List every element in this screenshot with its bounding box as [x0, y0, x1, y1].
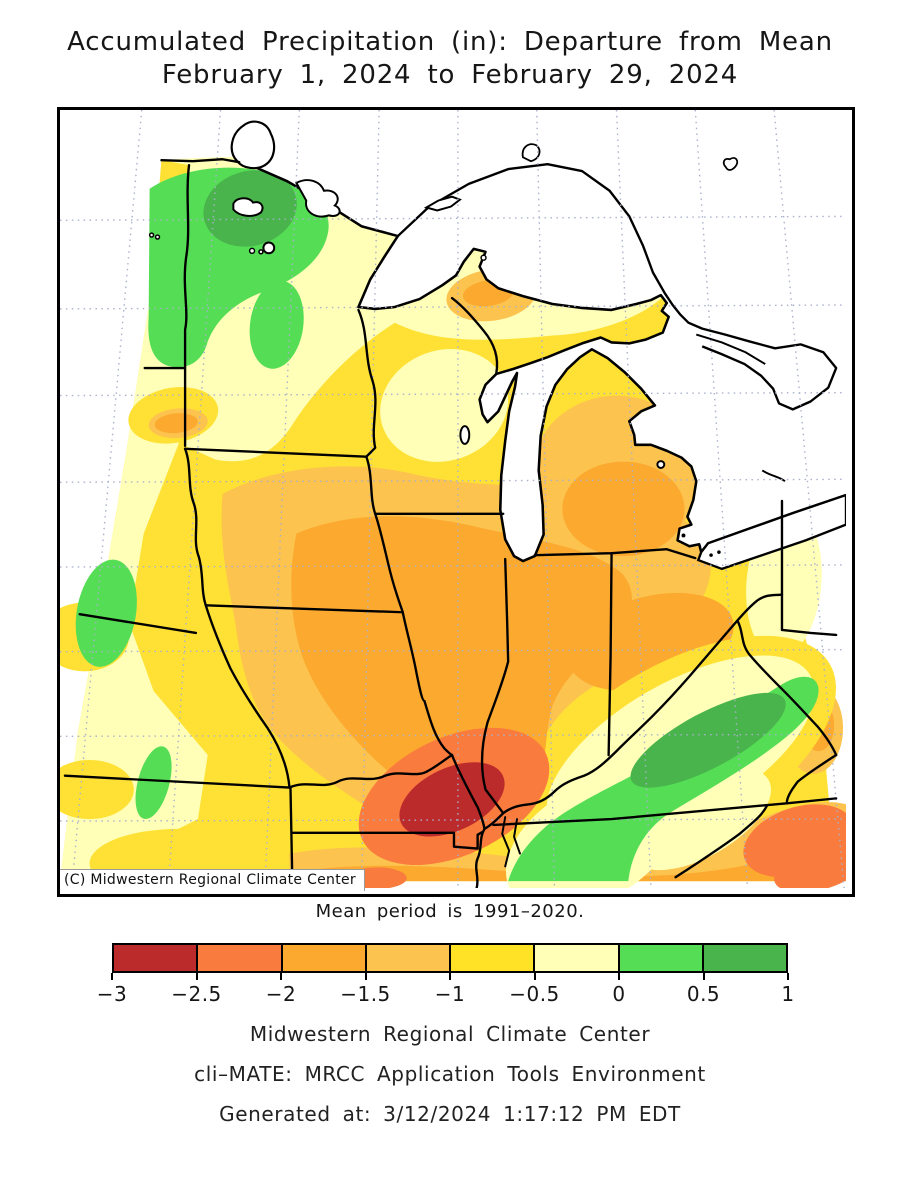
colorbar-tick — [111, 973, 113, 980]
title-line-2: February 1, 2024 to February 29, 2024 — [161, 60, 739, 90]
colorbar-tick-label: −0.5 — [509, 982, 560, 1006]
colorbar-tick — [702, 973, 705, 980]
copyright-badge: (C) Midwestern Regional Climate Center — [60, 869, 365, 891]
colorbar-tick-label: −3 — [96, 982, 128, 1006]
colorbar-segment-5 — [533, 945, 618, 971]
colorbar-segment-1 — [196, 945, 281, 971]
colorbar-tick-label: 0 — [612, 982, 626, 1006]
colorbar-segment-3 — [364, 945, 449, 971]
colorbar-ticks — [111, 973, 789, 981]
colorbar-tick-label: 0.5 — [686, 982, 721, 1006]
title-line-1: Accumulated Precipitation (in): Departur… — [67, 27, 833, 57]
colorbar-tick-label: −1.5 — [340, 982, 391, 1006]
colorbar-tick — [533, 973, 536, 980]
colorbar-tick — [280, 973, 282, 980]
colorbar-segment-4 — [449, 945, 534, 971]
colorbar-segment-7 — [701, 945, 786, 971]
colorbar-tick — [618, 973, 620, 980]
map-frame: (C) Midwestern Regional Climate Center — [57, 107, 855, 897]
colorbar-segment-6 — [617, 945, 702, 971]
colorbar — [112, 943, 788, 973]
footer: Midwestern Regional Climate Center cli–M… — [0, 1022, 900, 1142]
colorbar-tick-label: −2 — [265, 982, 297, 1006]
colorbar-segment-2 — [280, 945, 365, 971]
colorbar-segment-0 — [114, 945, 197, 971]
precipitation-map — [60, 110, 846, 888]
colorbar-tick-label: −2.5 — [171, 982, 222, 1006]
colorbar-tick — [787, 973, 789, 980]
colorbar-tick-label: −1 — [434, 982, 466, 1006]
colorbar-tick-label: 1 — [781, 982, 795, 1006]
water-and-canada — [148, 110, 846, 571]
colorbar-tick — [364, 973, 367, 980]
mean-period-caption: Mean period is 1991–2020. — [315, 901, 585, 922]
state-borders — [63, 158, 838, 888]
colorbar-tick — [195, 973, 198, 980]
footer-org: Midwestern Regional Climate Center — [249, 1022, 651, 1046]
colorbar-labels: −3 −2.5 −2 −1.5 −1 −0.5 0 0.5 1 — [97, 982, 794, 1006]
colorbar-tick — [449, 973, 451, 980]
footer-generated-at: Generated at: 3/12/2024 1:17:12 PM EDT — [219, 1102, 681, 1126]
page-title: Accumulated Precipitation (in): Departur… — [0, 26, 900, 92]
footer-app: cli–MATE: MRCC Application Tools Environ… — [194, 1062, 706, 1086]
